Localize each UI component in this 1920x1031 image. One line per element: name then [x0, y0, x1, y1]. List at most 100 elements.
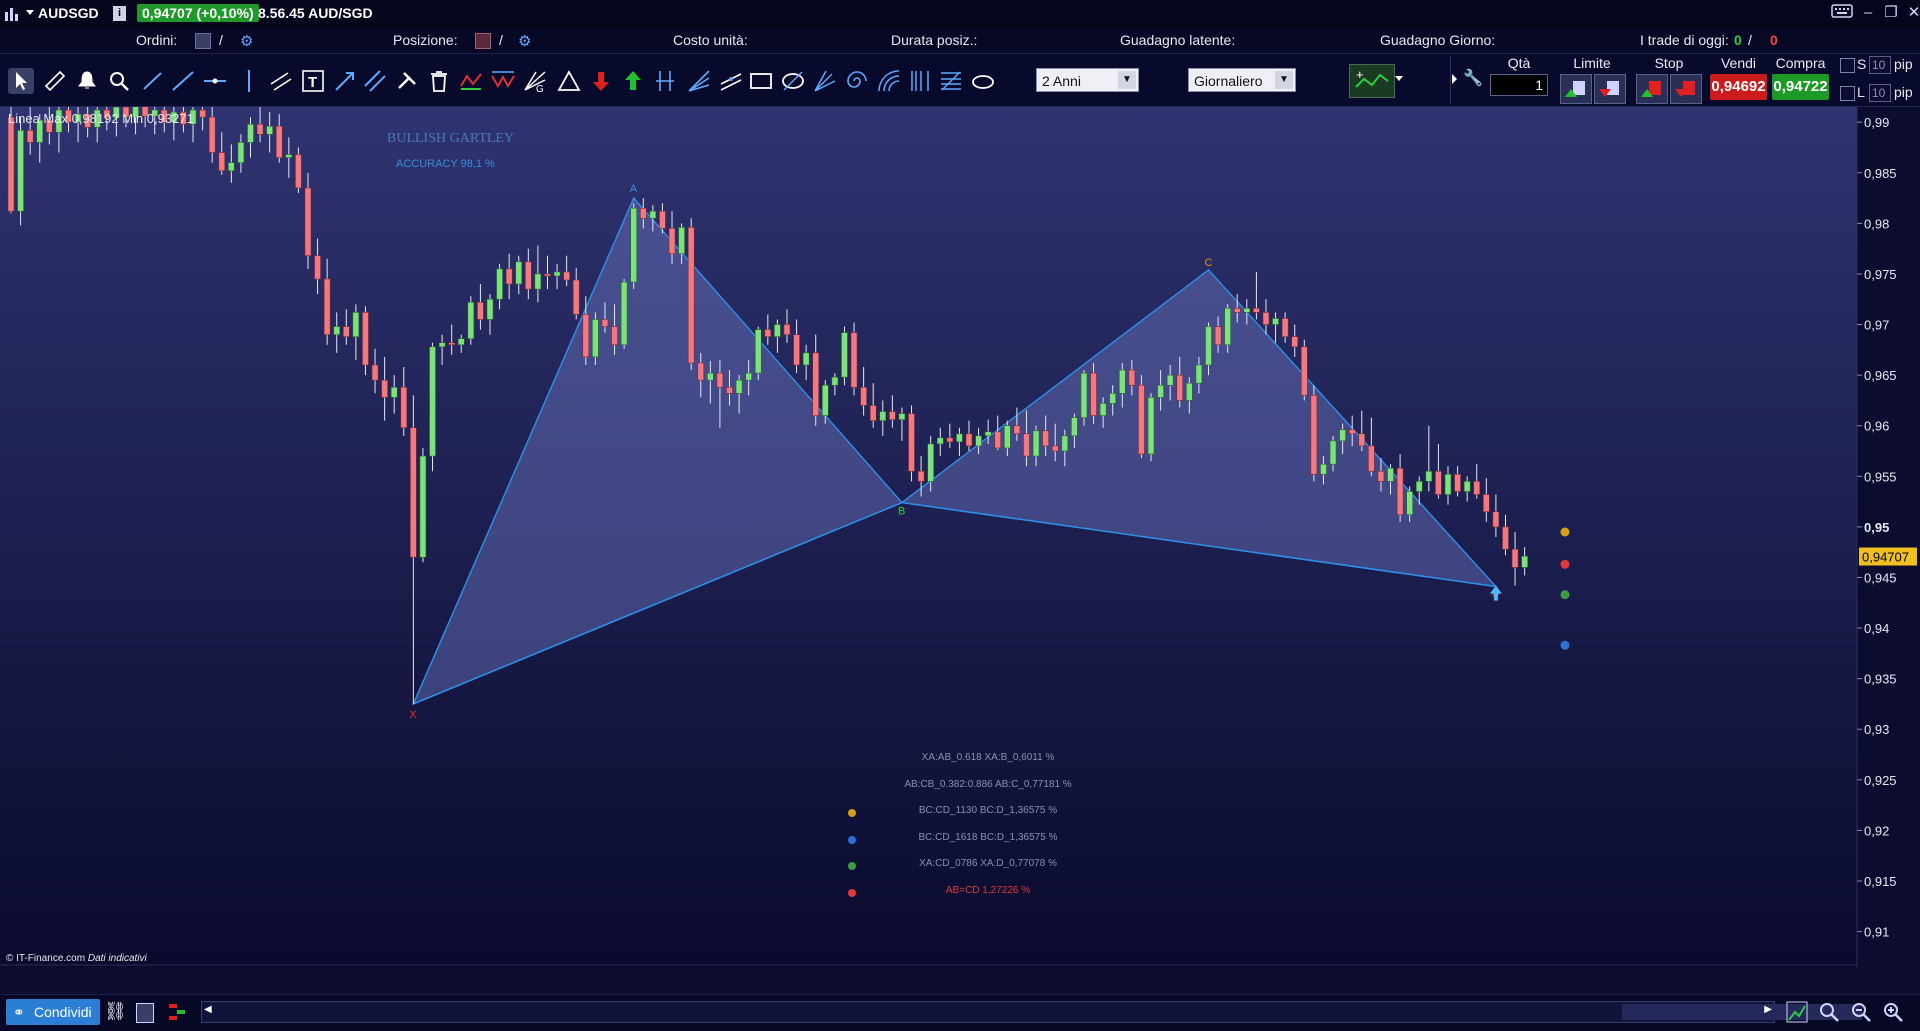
fib-fan-icon[interactable] [686, 68, 712, 94]
stat-row: BC:CD_1618 BC:D_1,36575 % [848, 832, 1128, 848]
time-scrollbar[interactable]: ◀ ▶ [201, 1001, 1862, 1023]
close-icon[interactable]: ✕ [1907, 4, 1920, 21]
order-book-icon[interactable] [168, 1003, 186, 1021]
chevron-down-icon[interactable] [1395, 76, 1403, 81]
horizontal-line-icon[interactable] [202, 68, 228, 94]
link-icon[interactable]: ⛓ [104, 1001, 127, 1021]
candle-body [1004, 425, 1011, 449]
candle-body [1272, 318, 1279, 325]
s-pip-input[interactable] [1869, 56, 1891, 74]
zoom-in-icon[interactable] [1882, 1001, 1904, 1026]
s-checkbox[interactable] [1840, 58, 1855, 73]
candle-body [1099, 403, 1107, 416]
candle-body [1377, 470, 1385, 482]
fib-arcs-icon[interactable] [876, 68, 902, 94]
stat-dot [848, 835, 856, 844]
symbol-name[interactable]: AUDSGD [38, 5, 99, 21]
fib-speed-icon[interactable] [812, 68, 838, 94]
l-pip-label: pip [1894, 84, 1913, 100]
pointer-icon[interactable] [8, 68, 34, 94]
bar-chart-icon[interactable] [4, 6, 20, 25]
limit-sell-icon[interactable] [1594, 74, 1626, 104]
candle-body [1166, 374, 1174, 386]
stat-dot [848, 888, 856, 897]
scrollbar-thumb[interactable] [1622, 1004, 1862, 1020]
price-chart[interactable]: XABCD 0,990,9850,980,9750,970,9650,960,9… [0, 86, 1920, 987]
cycle-lines-icon[interactable] [652, 68, 678, 94]
vertical-line-icon[interactable] [236, 68, 262, 94]
info-bar: Ordini: / ⚙ Posizione: / ⚙ Costo unità: … [0, 28, 1920, 54]
buy-button[interactable]: 0,94722 [1772, 74, 1829, 100]
ruler-icon[interactable] [42, 68, 68, 94]
zoom-out-icon[interactable] [1850, 1001, 1872, 1026]
minimize-icon[interactable]: ‒ [1863, 4, 1873, 21]
gann-icon[interactable]: G [522, 68, 548, 95]
ray-icon[interactable] [170, 68, 196, 94]
text-tool-icon[interactable]: T [300, 68, 326, 94]
period-select[interactable]: 2 Anni ▼ [1036, 68, 1139, 92]
alert-bell-icon[interactable] [74, 68, 100, 94]
limit-label: Limite [1573, 55, 1611, 71]
position-grid-icon[interactable] [475, 33, 491, 49]
fib-channel-icon[interactable] [718, 68, 744, 94]
candle-body [1051, 445, 1059, 452]
qty-input[interactable] [1490, 74, 1548, 96]
orders-settings-icon[interactable]: ⚙ [240, 33, 254, 50]
triangle-icon[interactable] [556, 68, 582, 94]
candle-body [841, 332, 848, 378]
channel-icon[interactable] [268, 68, 294, 94]
keyboard-icon[interactable] [1831, 3, 1853, 23]
zoom-icon[interactable] [106, 68, 132, 94]
share-button[interactable]: ⚭ Condividi [6, 999, 100, 1025]
l-checkbox[interactable] [1840, 86, 1855, 101]
candle-body [908, 413, 915, 472]
chevron-down-icon[interactable] [26, 10, 34, 15]
zoom-fit-icon[interactable] [1818, 1001, 1840, 1026]
chevron-down-icon[interactable]: ▼ [1118, 71, 1136, 89]
grid-icon[interactable] [136, 1003, 154, 1023]
sell-button[interactable]: 0,94692 [1710, 74, 1767, 100]
interval-select[interactable]: Giornaliero ▼ [1188, 68, 1296, 92]
chevron-right-icon[interactable] [1452, 74, 1457, 84]
parallel-lines-icon[interactable] [362, 68, 388, 94]
trendline-icon[interactable] [140, 68, 166, 94]
price-tick-label: 0,925 [1864, 773, 1897, 788]
stop-buy-icon[interactable] [1636, 74, 1668, 104]
candle-body [697, 362, 705, 381]
cloud-shape-icon[interactable] [970, 68, 996, 94]
sell-arrow-icon[interactable] [588, 68, 614, 94]
chevron-down-icon[interactable]: ▼ [1275, 71, 1293, 89]
fib-timezones-icon[interactable] [908, 68, 934, 94]
candle-body [1080, 372, 1088, 418]
scroll-right-icon[interactable]: ▶ [1764, 1004, 1772, 1015]
pattern-zigzag-icon[interactable] [490, 68, 516, 94]
wrench-icon[interactable]: 🔧 [1463, 70, 1483, 87]
fib-spiral-icon[interactable] [844, 68, 870, 94]
buy-arrow-icon[interactable] [620, 68, 646, 94]
candle-body [160, 109, 168, 123]
chart-canvas[interactable]: XABCD 0,990,9850,980,9750,970,9650,960,9… [0, 86, 1920, 987]
fib-retracement-icon[interactable] [938, 68, 964, 94]
ellipse-icon[interactable] [780, 68, 806, 94]
position-settings-icon[interactable]: ⚙ [518, 33, 532, 50]
trash-icon[interactable] [426, 68, 452, 94]
candle-body [74, 113, 82, 123]
pattern-abcd-icon[interactable] [458, 68, 484, 94]
arrow-tool-icon[interactable] [332, 68, 358, 94]
scroll-left-icon[interactable]: ◀ [204, 1004, 212, 1015]
candle-body [362, 312, 369, 366]
candle-body [1483, 494, 1490, 513]
auto-scale-icon[interactable] [1786, 1001, 1808, 1026]
l-pip-input[interactable] [1869, 84, 1891, 102]
orders-grid-icon[interactable] [195, 33, 211, 49]
candle-body [735, 379, 743, 394]
restore-icon[interactable]: ❐ [1884, 4, 1898, 21]
price-tick-label: 0,98 [1864, 216, 1889, 231]
info-icon[interactable]: i [113, 6, 126, 21]
pattern-title: BULLISH GARTLEY [387, 131, 515, 146]
tools-icon[interactable] [394, 68, 420, 94]
stop-sell-icon[interactable] [1670, 74, 1702, 104]
strategy-icon[interactable]: + [1349, 64, 1395, 98]
rectangle-icon[interactable] [748, 68, 774, 94]
limit-buy-icon[interactable] [1560, 74, 1592, 104]
